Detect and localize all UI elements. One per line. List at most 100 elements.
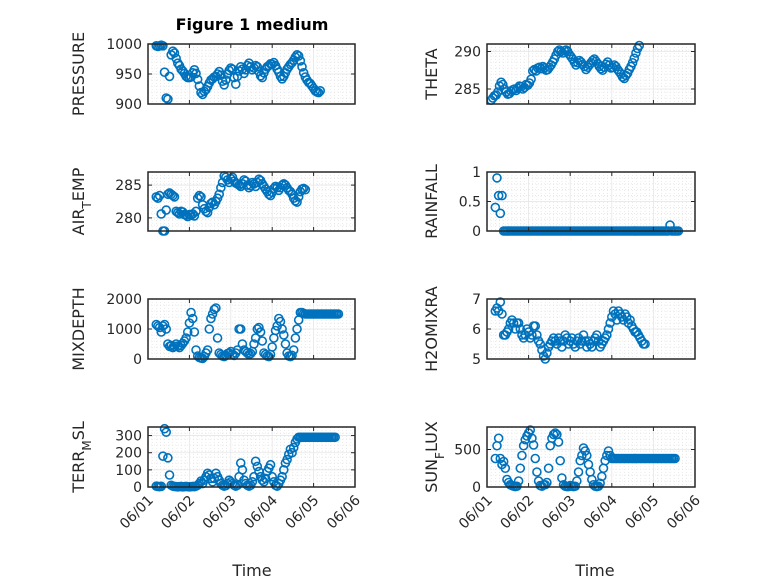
data-point [532, 467, 542, 477]
data-point [498, 79, 508, 90]
data-point [298, 183, 309, 194]
data-point [194, 190, 205, 201]
data-point [629, 53, 640, 64]
data-point [493, 433, 504, 444]
x-tick-label: 06/04 [581, 492, 621, 532]
y-axis-label: H2OMIXRA [422, 286, 441, 372]
data-point [497, 309, 507, 319]
data-point [189, 211, 200, 221]
data-point [191, 345, 201, 355]
data-point [292, 197, 302, 207]
data-point [254, 322, 264, 333]
data-point [293, 192, 304, 202]
data-point [532, 330, 542, 340]
data-point [278, 465, 289, 475]
y-tick-label: 1000 [106, 37, 142, 53]
data-point [315, 86, 326, 96]
data-point [313, 87, 324, 98]
data-point [163, 94, 173, 104]
data-point [161, 93, 172, 103]
data-point [528, 440, 539, 450]
data-point [156, 327, 167, 337]
data-point [245, 348, 256, 359]
data-point [627, 57, 638, 68]
data-point [503, 324, 514, 334]
data-point [490, 202, 501, 213]
y-tick-label: 900 [115, 97, 142, 113]
data-point [280, 339, 291, 349]
axes-box [147, 171, 356, 232]
data-point [250, 456, 261, 467]
data-point [567, 333, 577, 343]
y-tick-label: 500 [454, 443, 481, 459]
y-tick-label: 0 [133, 480, 142, 496]
data-point [249, 339, 259, 349]
data-point [192, 74, 203, 85]
y-tick-label: 100 [115, 463, 142, 479]
data-point [492, 173, 502, 183]
data-point [300, 184, 311, 195]
data-point [500, 463, 511, 474]
data-point [209, 304, 220, 315]
data-point [161, 205, 172, 215]
data-point [221, 75, 231, 85]
y-tick-label: 280 [115, 211, 142, 227]
data-point [235, 458, 246, 468]
data-point [164, 71, 175, 82]
data-point [202, 345, 213, 355]
data-point [161, 324, 172, 334]
data-point [249, 471, 259, 482]
x-tick-label: 06/03 [200, 493, 240, 533]
y-tick-label: 950 [115, 67, 142, 83]
data-point [290, 333, 301, 343]
x-tick-label: 06/02 [158, 493, 198, 533]
data-point [297, 62, 307, 72]
x-axis-label-left: Time [231, 561, 271, 580]
data-point [548, 429, 559, 440]
data-point [513, 476, 524, 486]
data-point [267, 471, 278, 482]
data-point [237, 465, 248, 475]
panel-pressure: 900 950 1000 PRESSURE [69, 32, 356, 116]
data-point [580, 446, 590, 456]
data-point [237, 339, 248, 349]
x-tick-label: 06/05 [283, 493, 323, 533]
data-point [260, 473, 271, 484]
data-point [158, 40, 168, 51]
data-point [530, 321, 541, 331]
data-point [247, 477, 258, 487]
data-point [219, 80, 229, 90]
y-tick-label: 200 [115, 446, 142, 462]
data-point [214, 189, 225, 200]
data-point [513, 318, 524, 328]
data-point [277, 180, 287, 190]
data-point [542, 348, 552, 358]
data-point [158, 451, 168, 461]
panel-air-temp: 280 285 AIRTEMP [69, 167, 356, 236]
data-point [555, 455, 566, 466]
data-point [182, 327, 193, 337]
y-axis-label: PRESSURE [69, 32, 88, 116]
data-point [169, 192, 180, 202]
data-point [578, 330, 589, 340]
data-point [498, 456, 509, 467]
y-tick-label: 0.5 [459, 195, 481, 211]
data-point [640, 339, 650, 349]
data-point [206, 313, 216, 324]
data-point [497, 190, 507, 201]
x-tick-label: 06/01 [117, 493, 157, 533]
data-point [169, 341, 180, 352]
data-point [267, 342, 278, 352]
x-tick-label: 06/03 [539, 493, 579, 533]
panel-rainfall: 0 0.5 1 RAINFALL [422, 164, 696, 240]
data-point [211, 303, 221, 313]
data-point [333, 309, 344, 319]
axes-box [486, 426, 696, 488]
data-point [553, 437, 564, 447]
data-point [288, 345, 299, 355]
data-point [592, 330, 602, 340]
data-point [186, 307, 196, 318]
data-point [527, 330, 537, 340]
data-point [216, 182, 226, 193]
